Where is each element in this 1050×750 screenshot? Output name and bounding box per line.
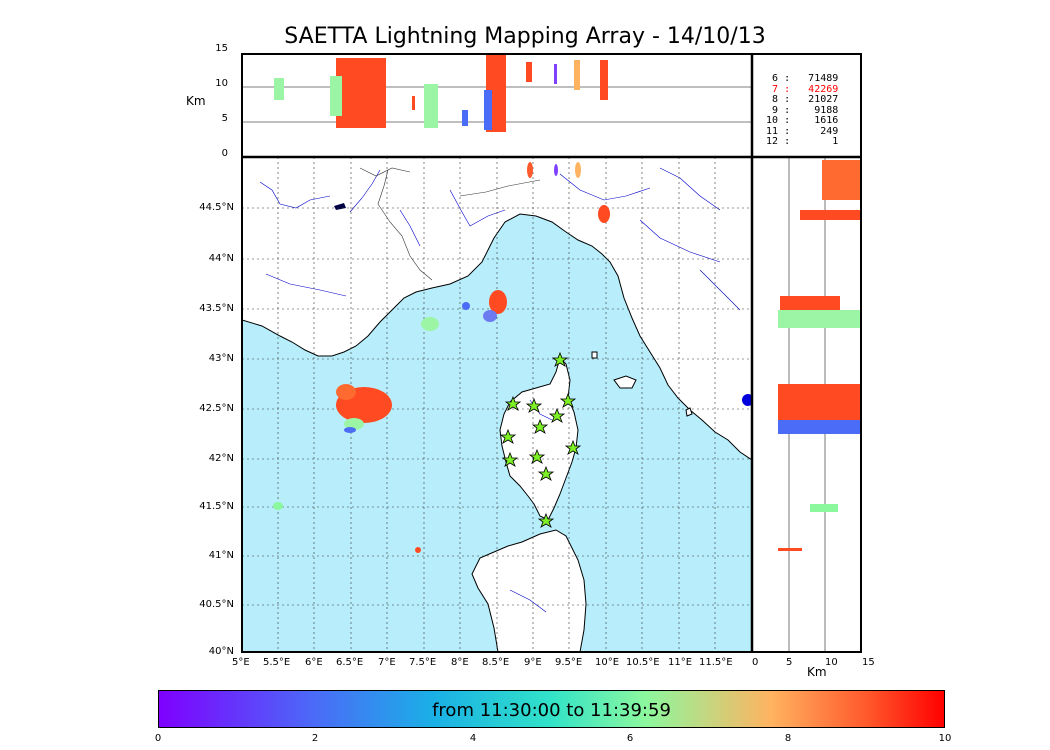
sardinia-island bbox=[471, 529, 587, 652]
lat-tick: 41°N bbox=[208, 550, 234, 561]
right-xtick: 10 bbox=[825, 657, 838, 668]
stats-row-level: 6 bbox=[760, 73, 779, 84]
stats-row-count: 249 bbox=[802, 125, 839, 137]
top-ytick: 15 bbox=[215, 43, 228, 54]
right-altitude-panel bbox=[752, 157, 861, 652]
lat-tick: 43°N bbox=[208, 353, 234, 364]
stats-row-count: 21027 bbox=[802, 94, 839, 105]
top-ytick: 5 bbox=[221, 113, 228, 124]
time-colorbar bbox=[158, 690, 945, 728]
stats-row: 10 : 1616 bbox=[760, 115, 839, 126]
lon-tick: 9.5°E bbox=[555, 657, 583, 668]
lat-tick: 40.5°N bbox=[199, 599, 234, 610]
lat-tick: 42.5°N bbox=[199, 403, 234, 414]
lat-tick: 41.5°N bbox=[199, 501, 234, 512]
lon-tick: 6.5°E bbox=[336, 657, 364, 668]
lon-tick: 11°E bbox=[668, 657, 693, 668]
map-grid bbox=[242, 157, 752, 652]
stats-row: 12 : 1 bbox=[760, 136, 839, 147]
mainland-land bbox=[242, 157, 752, 461]
rivers bbox=[259, 167, 741, 613]
lon-tick: 10°E bbox=[595, 657, 620, 668]
lon-tick: 9°E bbox=[524, 657, 542, 668]
lon-tick: 7°E bbox=[378, 657, 396, 668]
right-xtick: 0 bbox=[752, 657, 759, 668]
stats-row: 9 : 9188 bbox=[760, 104, 839, 116]
colorbar-tick: 8 bbox=[784, 733, 792, 744]
top-ytick: 0 bbox=[221, 148, 228, 159]
map-area bbox=[242, 157, 752, 652]
lat-tick: 44.5°N bbox=[199, 202, 234, 213]
stats-row-level: 7 bbox=[760, 83, 779, 95]
lat-tick: 40°N bbox=[208, 646, 234, 657]
lon-tick: 11.5°E bbox=[699, 657, 733, 668]
stats-row-level: 12 bbox=[760, 136, 779, 147]
corsica-island bbox=[499, 357, 579, 521]
lat-tick: 43.5°N bbox=[199, 303, 234, 314]
stats-row: 8 : 21027 bbox=[760, 94, 839, 105]
colorbar-tick: 6 bbox=[626, 733, 634, 744]
lon-tick: 7.5°E bbox=[409, 657, 437, 668]
stats-row-count: 9188 bbox=[802, 104, 839, 116]
stats-row-level: 11 bbox=[760, 125, 779, 137]
stats-row-level: 8 bbox=[760, 94, 779, 105]
stats-row-count: 1 bbox=[802, 136, 839, 147]
colorbar-tick: 0 bbox=[154, 733, 162, 744]
station-markers bbox=[499, 351, 582, 528]
colorbar-label: from 11:30:00 to 11:39:59 bbox=[432, 700, 671, 721]
top-ytick: 10 bbox=[215, 78, 228, 89]
lat-tick: 42°N bbox=[208, 453, 234, 464]
lon-tick: 10.5°E bbox=[626, 657, 660, 668]
stats-row-count: 71489 bbox=[802, 73, 839, 84]
right-panel-xlabel: Km bbox=[807, 665, 827, 679]
colorbar-tick: 4 bbox=[469, 733, 477, 744]
stats-row-level: 9 bbox=[760, 104, 779, 116]
stats-row-count: 42269 bbox=[802, 83, 839, 95]
top-altitude-panel bbox=[242, 54, 752, 157]
stats-row: 6 : 71489 bbox=[760, 73, 839, 84]
chart-title: SAETTA Lightning Mapping Array - 14/10/1… bbox=[284, 24, 766, 49]
lon-tick: 5°E bbox=[232, 657, 250, 668]
top-panel-ylabel: Km bbox=[186, 94, 206, 108]
lon-tick: 8.5°E bbox=[482, 657, 510, 668]
colorbar-tick: 2 bbox=[311, 733, 319, 744]
right-xtick: 5 bbox=[786, 657, 793, 668]
stats-row: 11 : 249 bbox=[760, 125, 839, 137]
stats-table: 6 : 71489 7 : 42269 8 : 21027 9 : 9188 1… bbox=[760, 73, 850, 148]
lon-tick: 6°E bbox=[305, 657, 323, 668]
lat-tick: 44°N bbox=[208, 253, 234, 264]
lon-tick: 8°E bbox=[451, 657, 469, 668]
lightning-sources-map bbox=[273, 162, 610, 553]
lon-tick: 5.5°E bbox=[263, 657, 291, 668]
stats-row-count: 1616 bbox=[802, 115, 839, 126]
colorbar-tick: 10 bbox=[938, 733, 952, 744]
right-xtick: 15 bbox=[862, 657, 875, 668]
stats-row-level: 10 bbox=[760, 115, 779, 126]
stats-row: 7 : 42269 bbox=[760, 83, 839, 95]
